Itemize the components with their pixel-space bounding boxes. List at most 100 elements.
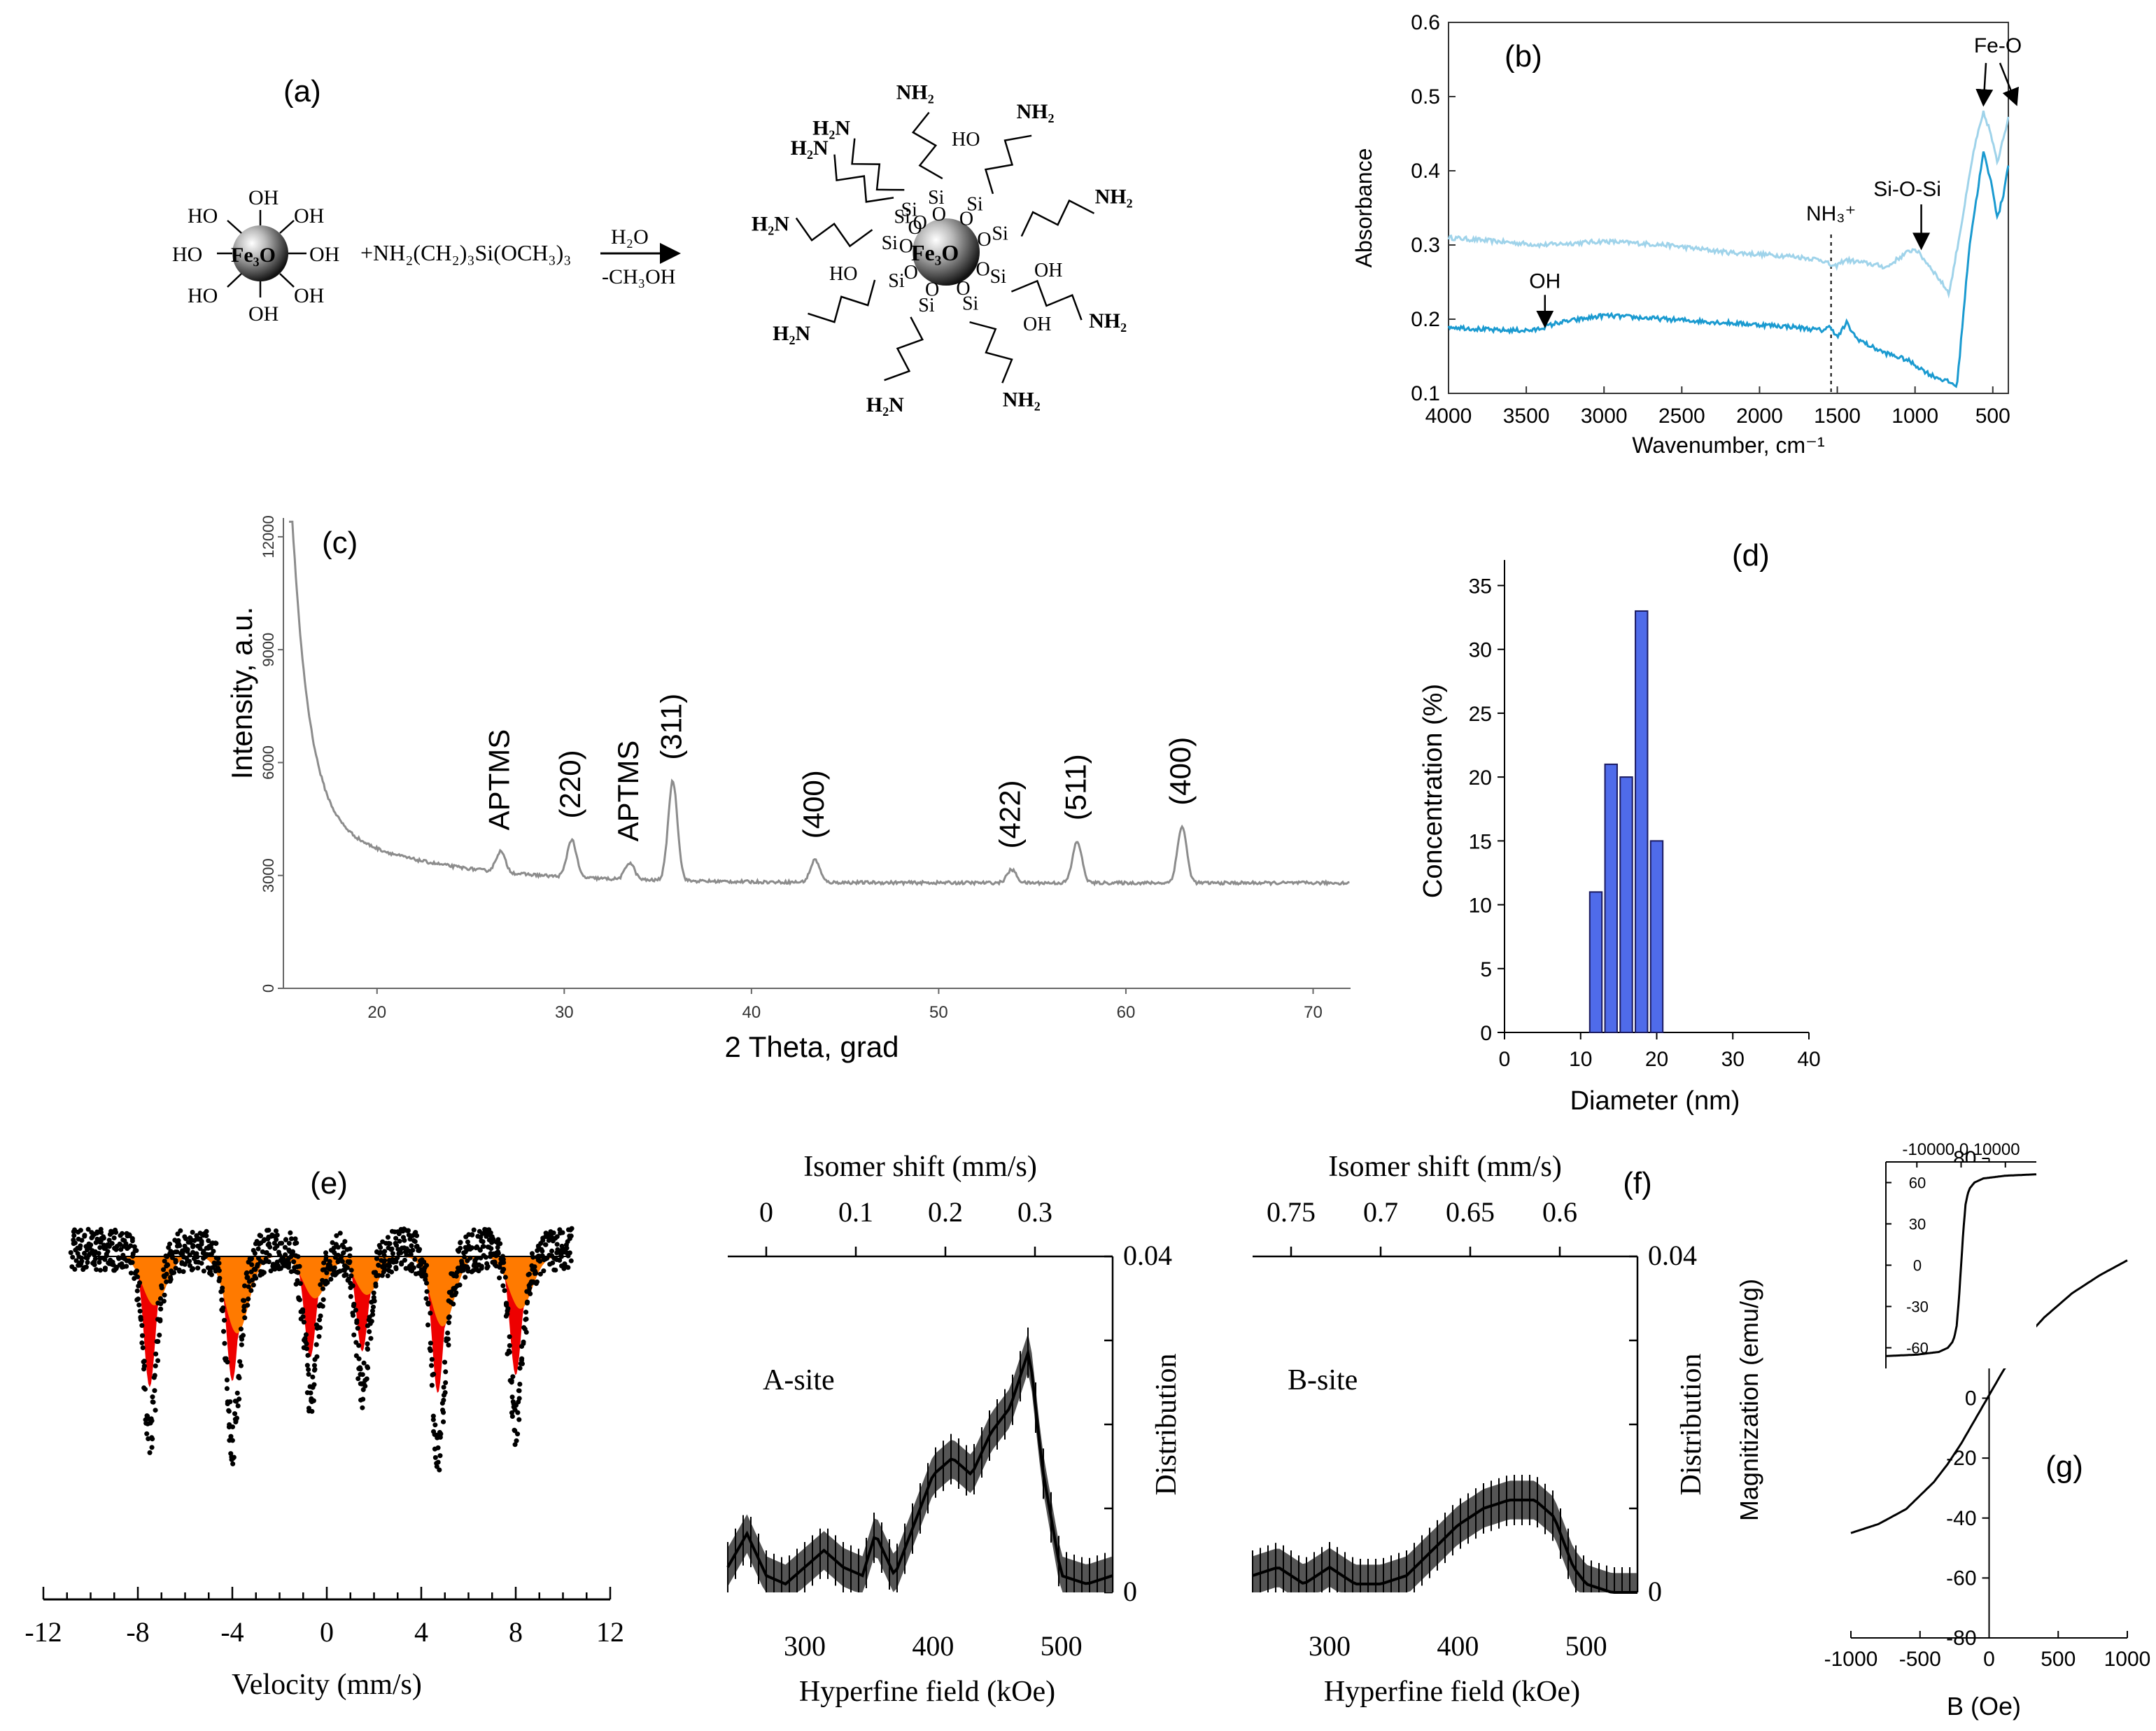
annotation-fe-o: Fe-O bbox=[1974, 34, 2022, 57]
y-tick-label: -40 bbox=[1946, 1507, 1976, 1530]
scheme-oxygen: O bbox=[959, 209, 973, 230]
x-tick-label: 0 bbox=[1983, 1648, 1995, 1671]
scheme-amine-group: H₂N bbox=[752, 213, 789, 236]
x-tick-label: 70 bbox=[1304, 1003, 1323, 1022]
top-axis-title: Isomer shift (mm/s) bbox=[803, 1151, 1037, 1183]
scheme-propyl-chain bbox=[1020, 199, 1095, 237]
scheme-amine-group: NH₂ bbox=[896, 81, 934, 104]
scheme-oxygen: O bbox=[925, 279, 939, 301]
scheme-amine-group: NH₂ bbox=[1003, 388, 1041, 411]
arrow-top-label: H₂O bbox=[611, 225, 649, 248]
x-tick-label: 30 bbox=[555, 1003, 574, 1022]
annotation-si-o-si: Si-O-Si bbox=[1873, 178, 1941, 201]
y-tick-label: 9000 bbox=[260, 633, 277, 667]
x-tick-label: 1000 bbox=[1891, 405, 1938, 428]
right-core-label: Fe₃O bbox=[911, 240, 959, 265]
x-tick-label: 0 bbox=[320, 1616, 334, 1648]
scheme-oxygen: O bbox=[975, 259, 989, 281]
x-tick-label: 300 bbox=[1309, 1630, 1351, 1662]
left-ho-bottomleft: HO bbox=[188, 284, 218, 307]
scheme-hydroxyl: OH bbox=[1023, 314, 1051, 335]
panel-g-label: (g) bbox=[2045, 1450, 2083, 1484]
scheme-propyl-chain bbox=[1010, 279, 1083, 321]
x-tick-label: 12 bbox=[596, 1616, 624, 1648]
scheme-silicon: Si bbox=[901, 199, 918, 221]
x-tick-label: 8 bbox=[509, 1616, 523, 1648]
scheme-propyl-chain bbox=[808, 279, 876, 323]
left-nanoparticle: Fe₃O OH OH HO OH HO OH HO OH bbox=[172, 186, 339, 325]
x-tick-label: 60 bbox=[1117, 1003, 1136, 1022]
histogram-bar bbox=[1649, 840, 1664, 1033]
y-tick-label: 12000 bbox=[260, 515, 277, 558]
error-band bbox=[728, 1333, 1113, 1592]
x-tick-label: 400 bbox=[912, 1630, 954, 1662]
annotation-fe-o-arrow bbox=[1999, 62, 2019, 106]
x-tick-label: -1000 bbox=[1824, 1648, 1878, 1671]
x-tick-label: 30 bbox=[1721, 1048, 1745, 1071]
y-tick-label: 5 bbox=[1480, 958, 1492, 981]
x-axis-title: Velocity (mm/s) bbox=[232, 1669, 422, 1701]
peak-label: (311) bbox=[654, 694, 687, 760]
panel-e-mossbauer-spectrum: -12 -8 -4 0 4 8 12 Velocity (mm/s) (e) bbox=[24, 1166, 624, 1701]
panel-a-scheme: (a) Fe₃O OH OH HO OH HO OH HO OH +NH₂(CH… bbox=[172, 74, 1133, 416]
top-tick-label: 0.3 bbox=[1017, 1196, 1052, 1228]
y-tick-label: 15 bbox=[1469, 830, 1492, 853]
y-tick-label: 6000 bbox=[260, 745, 277, 780]
scheme-oxygen: O bbox=[899, 235, 913, 257]
ftir-series-upper bbox=[1447, 110, 2010, 299]
scheme-amine-group: NH₂ bbox=[1017, 100, 1055, 123]
y-tick-label: 0.3 bbox=[1411, 234, 1440, 257]
site-label: B-site bbox=[1288, 1364, 1358, 1396]
x-tick-label: 2000 bbox=[1736, 405, 1783, 428]
scheme-amine-group: H₂N bbox=[791, 136, 829, 160]
inset-y-tick-label: -30 bbox=[1906, 1298, 1929, 1316]
top-tick-label: 0.7 bbox=[1363, 1196, 1398, 1228]
x-tick-label: 500 bbox=[2041, 1648, 2076, 1671]
y-tick-label: 0 bbox=[260, 984, 277, 993]
x-axis-title: B (Oe) bbox=[1947, 1692, 2021, 1721]
y-tick-label: 0.1 bbox=[1411, 382, 1440, 405]
panel-f-label: (f) bbox=[1623, 1166, 1652, 1200]
x-tick-label: 4 bbox=[414, 1616, 428, 1648]
scheme-amine-group: H₂N bbox=[866, 393, 904, 416]
annotation-oh: OH bbox=[1529, 269, 1560, 293]
scheme-oxygen: O bbox=[908, 217, 922, 239]
y-tick-label: -60 bbox=[1946, 1567, 1976, 1590]
panel-b-label: (b) bbox=[1505, 39, 1542, 73]
x-tick-label: 500 bbox=[1041, 1630, 1083, 1662]
scheme-amine-group: NH₂ bbox=[1095, 185, 1133, 209]
reagent-formula: +NH₂(CH₂)₃Si(OCH₃)₃ bbox=[360, 240, 571, 265]
peak-label: (400) bbox=[797, 770, 830, 839]
inset-x-tick-label: -10000 0 10000 bbox=[1902, 1140, 2020, 1159]
annotation-nh3: NH₃⁺ bbox=[1806, 202, 1856, 225]
x-tick-label: 3000 bbox=[1581, 405, 1628, 428]
top-tick-label: 0.65 bbox=[1446, 1196, 1495, 1228]
peak-label: (400) bbox=[1164, 737, 1197, 806]
y-tick-label: 30 bbox=[1469, 639, 1492, 662]
x-tick-label: 10 bbox=[1569, 1048, 1592, 1071]
left-oh-bottomright: OH bbox=[294, 284, 324, 307]
top-tick-label: 0.1 bbox=[838, 1196, 873, 1228]
scheme-propyl-chain bbox=[984, 134, 1032, 195]
top-tick-label: 0.6 bbox=[1542, 1196, 1577, 1228]
x-axis-title: 2 Theta, grad bbox=[724, 1030, 899, 1063]
y-tick-label: 0 bbox=[1480, 1022, 1492, 1045]
left-oh-right: OH bbox=[309, 243, 339, 266]
panel-g-magnetization-curve: -1000-50005001000-80-60-40-20020406080B … bbox=[1735, 1140, 2150, 1721]
mossbauer-data-points bbox=[68, 1226, 575, 1473]
x-axis-title: Diameter (nm) bbox=[1570, 1086, 1740, 1116]
left-oh-bottom: OH bbox=[248, 302, 279, 325]
scheme-hydroxyl: HO bbox=[829, 263, 857, 285]
y-tick-label: 0.04 bbox=[1123, 1240, 1172, 1271]
histogram-bar bbox=[1619, 776, 1633, 1033]
y-tick-label: 0.5 bbox=[1411, 85, 1440, 108]
y-axis-title: Intensity, a.u. bbox=[225, 607, 258, 780]
scheme-silicon: Si bbox=[990, 266, 1007, 288]
scheme-oxygen: O bbox=[913, 212, 927, 234]
x-tick-label: 20 bbox=[367, 1003, 386, 1022]
inset-hysteresis-curve bbox=[1885, 1173, 2037, 1357]
x-tick-label: 2500 bbox=[1658, 405, 1705, 428]
arrow-bottom-label: -CH₃OH bbox=[602, 265, 675, 288]
scheme-silicon: Si bbox=[928, 187, 945, 209]
